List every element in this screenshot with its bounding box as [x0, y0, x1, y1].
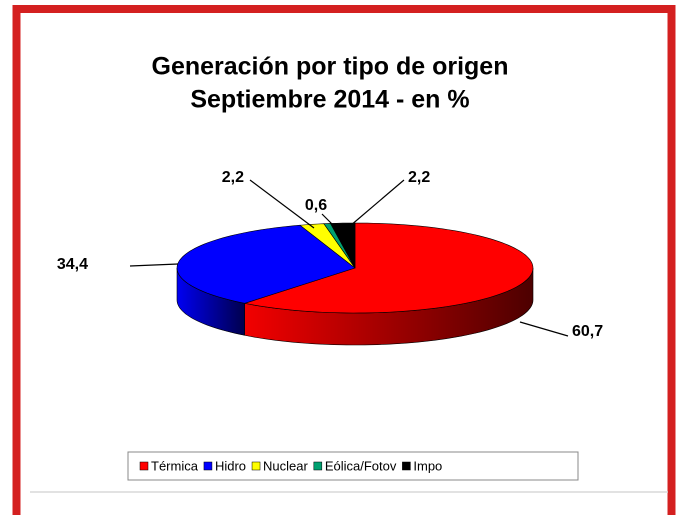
legend-label: Impo [413, 458, 442, 473]
legend-swatch [203, 461, 213, 471]
leader-line [129, 263, 179, 267]
leader-line [249, 179, 315, 229]
legend-swatch [402, 461, 411, 471]
legend-label: Hidro [215, 458, 246, 473]
leader-line [321, 213, 337, 229]
value-label: 2,2 [222, 169, 244, 186]
legend-label: Térmica [151, 458, 199, 473]
legend-label: Eólica/Fotov [325, 458, 397, 473]
value-label: 2,2 [408, 169, 430, 186]
legend-swatch [139, 461, 149, 471]
value-label: 0,6 [305, 197, 327, 214]
legend-swatch [313, 461, 323, 471]
chart-title: Generación por tipo de origen [152, 53, 509, 81]
legend-label: Nuclear [263, 458, 308, 473]
slice-side-shade [177, 268, 245, 336]
value-label: 34,4 [57, 256, 88, 273]
chart-subtitle: Septiembre 2014 - en % [190, 86, 469, 114]
leader-line [519, 321, 569, 337]
frame [12, 5, 676, 515]
slice [329, 222, 356, 269]
legend-swatch [251, 461, 261, 471]
slice-side-shade [244, 268, 534, 345]
slice [244, 222, 534, 314]
legend-box [127, 451, 579, 481]
value-label: 60,7 [572, 323, 603, 340]
slice [176, 224, 356, 304]
leader-line [349, 179, 405, 227]
